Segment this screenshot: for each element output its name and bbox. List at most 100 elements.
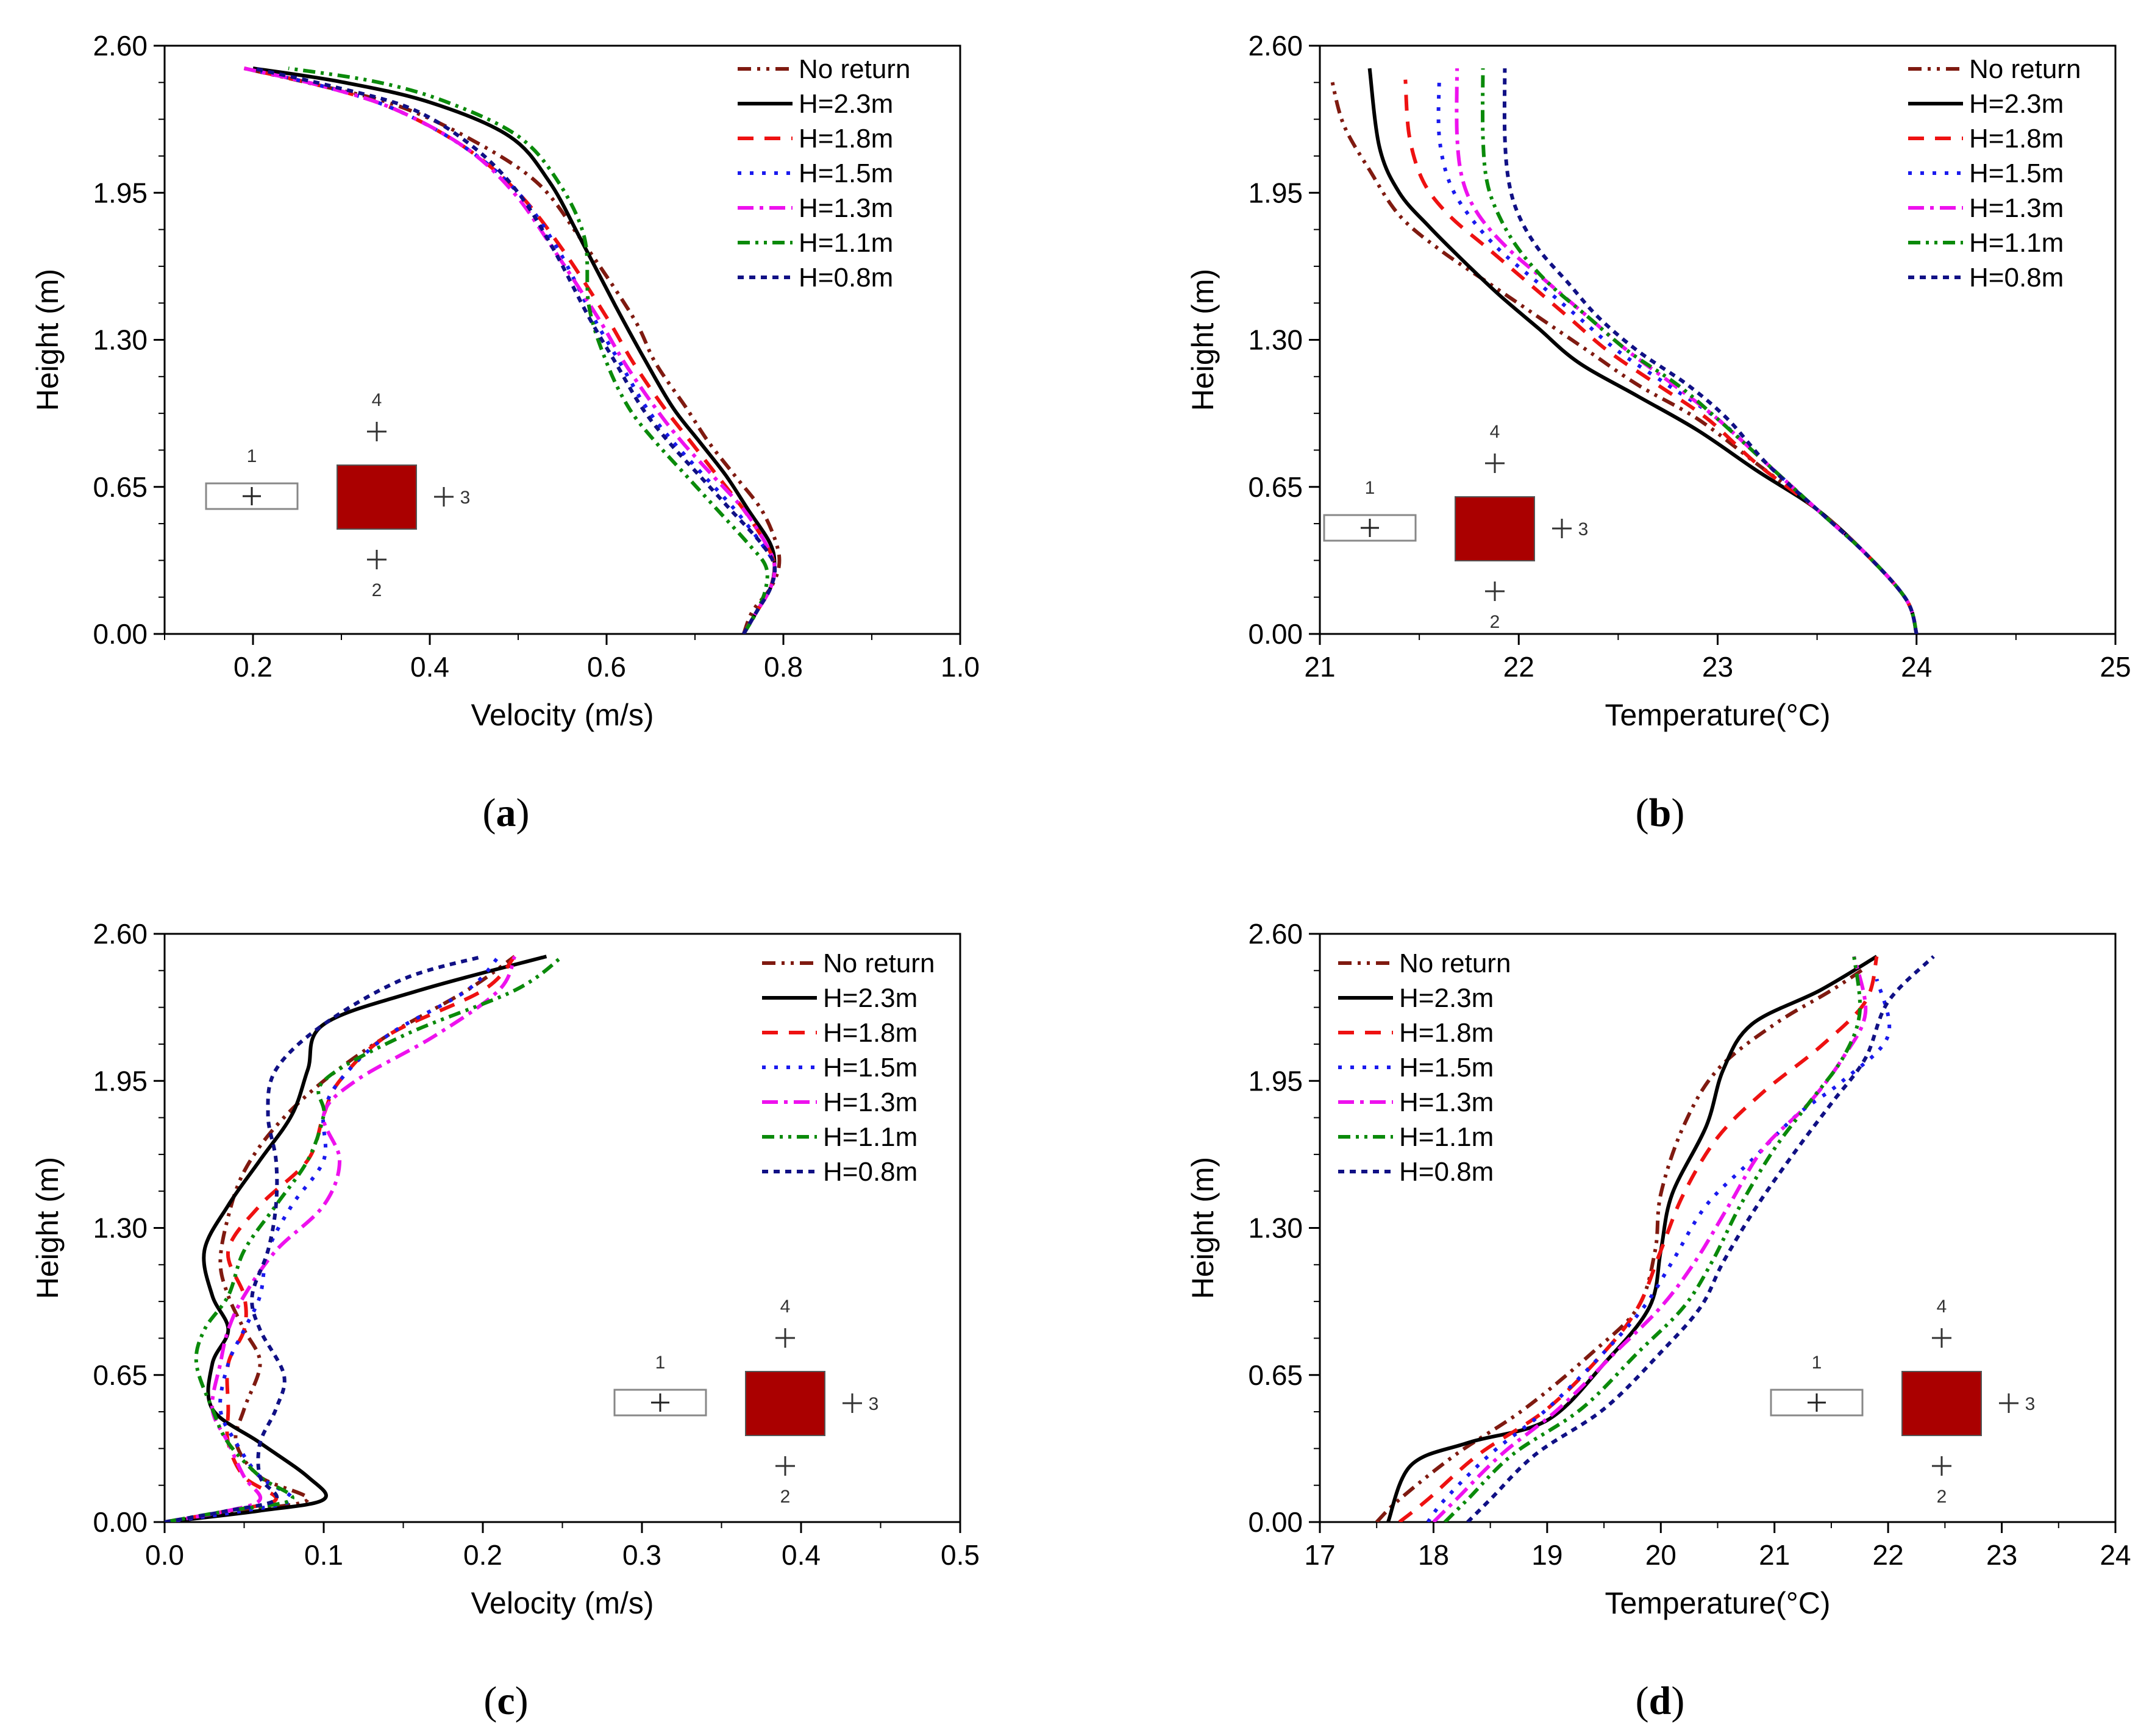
x-tick-label: 0.4 (410, 651, 449, 683)
legend-label-h-1-1m: H=1.1m (1969, 228, 2064, 258)
inset-schematic: 1 4 2 3 (205, 390, 470, 600)
inset-label-4: 4 (780, 1297, 791, 1317)
x-tick-label: 0.0 (145, 1539, 184, 1571)
y-axis-label: Height (m) (1186, 269, 1220, 411)
x-tick-label: 25 (2100, 651, 2131, 683)
y-tick-label: 0.00 (93, 618, 148, 650)
series-group (1330, 68, 1919, 634)
series-group (243, 66, 782, 634)
x-tick-label: 22 (1873, 1539, 1904, 1571)
series-group (165, 955, 564, 1522)
x-tick-label: 0.3 (622, 1539, 661, 1571)
y-tick-label: 1.95 (1248, 177, 1303, 208)
legend-label-h-1-3m: H=1.3m (1399, 1087, 1494, 1117)
legend-label-h-2-3m: H=2.3m (1399, 983, 1494, 1013)
series-line-h-1-5m (165, 955, 501, 1522)
inset-label-4: 4 (372, 390, 382, 410)
series-line-h-1-1m (165, 955, 564, 1522)
legend-label-h-2-3m: H=2.3m (823, 983, 917, 1013)
x-tick-label: 0.4 (782, 1539, 821, 1571)
x-tick-label: 24 (1901, 651, 1932, 683)
inset-label-2: 2 (780, 1487, 791, 1507)
x-tick-label: 23 (1702, 651, 1733, 683)
x-tick-label: 0.2 (233, 651, 273, 683)
inset-schematic: 1 4 2 3 (1770, 1297, 2036, 1507)
legend-label-h-1-3m: H=1.3m (1969, 193, 2064, 223)
y-tick-label: 1.95 (1248, 1065, 1303, 1097)
series-line-h-1-3m (243, 66, 777, 634)
y-tick-label: 2.60 (1248, 30, 1303, 62)
panel-label: (d) (1636, 1679, 1685, 1723)
x-axis-label: Temperature(°C) (1605, 1586, 1830, 1620)
legend-label-h-0-8m: H=0.8m (1399, 1157, 1494, 1187)
x-tick-label: 0.2 (463, 1539, 502, 1571)
chart-c: 0.0 0.1 0.2 0.3 0.4 0.5 0.00 0.65 1.30 1.95 2.60 Ve… (30, 918, 980, 1723)
legend-label-no-return: No return (799, 54, 910, 84)
x-tick-label: 21 (1759, 1539, 1790, 1571)
inset-label-1: 1 (1812, 1353, 1822, 1373)
y-tick-label: 1.30 (1248, 1212, 1303, 1244)
legend-label-h-0-8m: H=0.8m (823, 1157, 917, 1187)
legend-label-h-1-5m: H=1.5m (1969, 158, 2064, 188)
legend-label-h-1-8m: H=1.8m (823, 1018, 917, 1048)
series-line-h-2-3m (252, 66, 777, 634)
series-line-h-1-1m (1481, 68, 1919, 634)
inset-label-1: 1 (1365, 478, 1375, 498)
x-tick-label: 0.6 (587, 651, 626, 683)
x-tick-label: 0.1 (304, 1539, 343, 1571)
y-tick-label: 2.60 (1248, 918, 1303, 950)
legend: No return H=2.3m H=1.8m H=1.5m H=1.3m H=1.1m H… (1908, 54, 2081, 293)
legend-label-h-2-3m: H=2.3m (1969, 89, 2064, 119)
y-tick-label: 2.60 (93, 918, 148, 950)
legend-label-h-0-8m: H=0.8m (799, 263, 893, 293)
x-axis-label: Velocity (m/s) (471, 1586, 654, 1620)
legend-label-h-1-3m: H=1.3m (799, 193, 893, 223)
inset-label-2: 2 (1490, 612, 1500, 632)
legend-label-h-1-3m: H=1.3m (823, 1087, 917, 1117)
series-line-h-1-8m (243, 66, 777, 634)
panel-label: (a) (483, 791, 530, 835)
legend-label-no-return: No return (1969, 54, 2081, 84)
y-tick-label: 1.30 (1248, 324, 1303, 356)
inset-label-4: 4 (1490, 422, 1500, 442)
legend: No return H=2.3m H=1.8m H=1.5m H=1.3m H=1.1m H… (1338, 948, 1511, 1187)
inset-label-3: 3 (2025, 1394, 2036, 1414)
series-line-h-1-1m (288, 66, 769, 634)
legend-label-h-1-1m: H=1.1m (799, 228, 893, 258)
x-tick-label: 17 (1304, 1539, 1335, 1571)
x-tick-label: 0.8 (764, 651, 803, 683)
series-line-no-return (243, 66, 782, 634)
y-tick-label: 1.95 (93, 177, 148, 208)
x-tick-label: 21 (1304, 651, 1335, 683)
chart-a: 0.2 0.4 0.6 0.8 1.0 0.00 0.65 1.30 1.95 2.60 Veloc… (30, 30, 980, 835)
series-line-h-0-8m (165, 955, 483, 1522)
inset-label-2: 2 (1937, 1487, 1947, 1507)
inset-heat-source (1901, 1371, 1982, 1436)
y-tick-label: 0.65 (93, 471, 148, 503)
legend-label-h-1-1m: H=1.1m (1399, 1122, 1494, 1152)
x-tick-label: 1.0 (941, 651, 980, 683)
legend-label-h-1-8m: H=1.8m (799, 124, 893, 154)
inset-label-1: 1 (247, 446, 257, 466)
series-line-h-1-5m (1426, 978, 1892, 1522)
series-line-h-1-3m (1455, 68, 1919, 634)
inset-label-3: 3 (869, 1394, 879, 1414)
x-tick-label: 19 (1531, 1539, 1562, 1571)
series-line-h-1-3m (165, 955, 517, 1522)
y-tick-label: 0.00 (93, 1506, 148, 1538)
legend-label-h-1-1m: H=1.1m (823, 1122, 917, 1152)
x-tick-label: 18 (1418, 1539, 1449, 1571)
panel-label: (c) (483, 1679, 528, 1723)
series-line-h-1-8m (1403, 79, 1919, 634)
series-line-h-0-8m (1502, 68, 1919, 634)
x-tick-label: 0.5 (941, 1539, 980, 1571)
legend-label-h-1-5m: H=1.5m (823, 1053, 917, 1083)
x-axis-label: Velocity (m/s) (471, 698, 654, 732)
inset-heat-source (1455, 496, 1535, 561)
y-axis-label: Height (m) (1186, 1157, 1220, 1299)
chart-b: 21 22 23 24 250.000.651.301.952.60Temperatur… (1186, 30, 2131, 835)
series-line-h-0-8m (252, 66, 777, 634)
inset-label-4: 4 (1937, 1297, 1947, 1317)
legend-label-h-2-3m: H=2.3m (799, 89, 893, 119)
y-tick-label: 0.65 (1248, 1359, 1303, 1391)
